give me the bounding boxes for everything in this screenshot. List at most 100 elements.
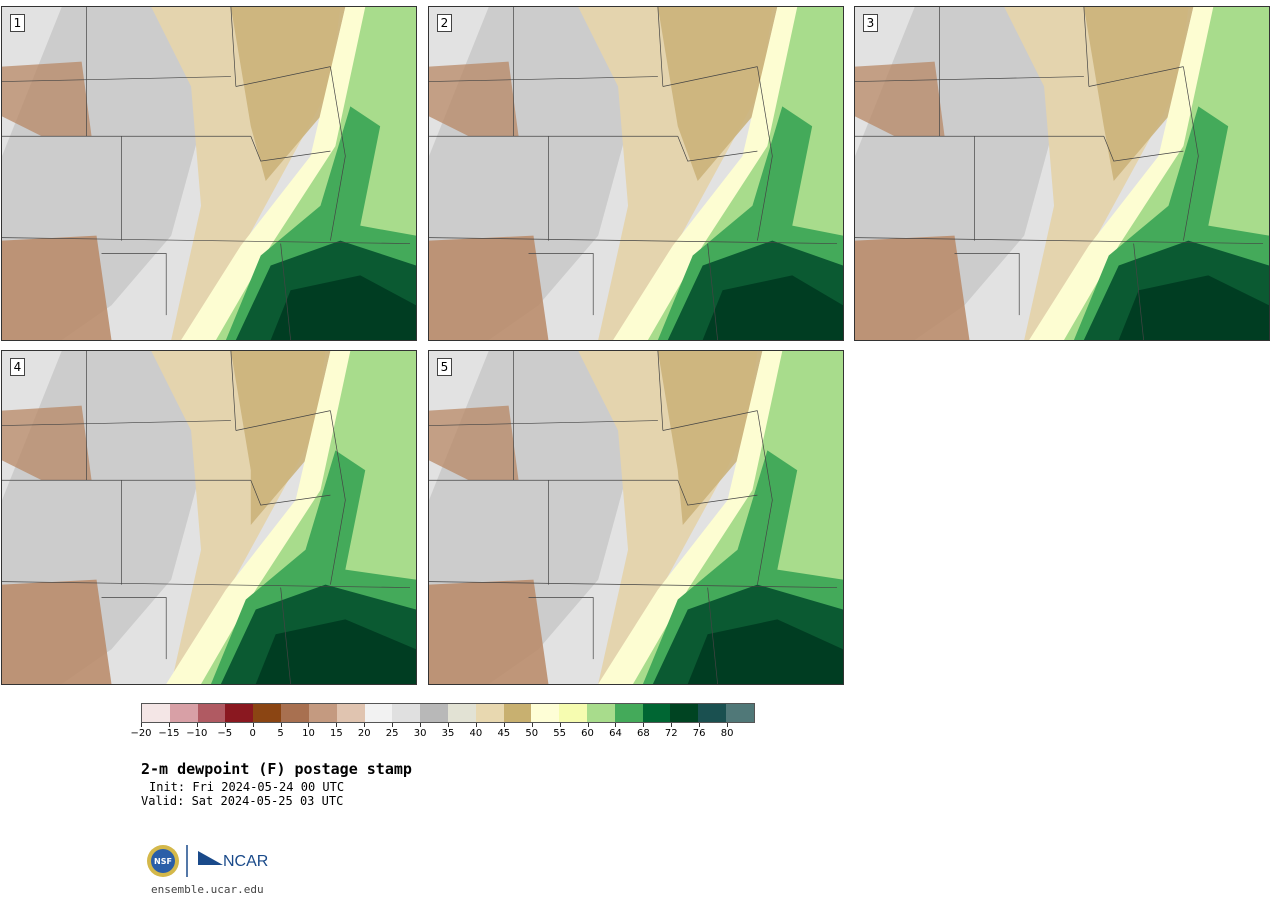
dark-tan-region bbox=[1083, 7, 1194, 181]
colorbar-tick-mark bbox=[727, 723, 729, 727]
dry-brown-region-south bbox=[2, 235, 112, 340]
state-border-line bbox=[707, 587, 718, 684]
state-border-line bbox=[280, 243, 291, 340]
member-panel-5: 5 bbox=[428, 350, 844, 685]
colorbar-tick-mark bbox=[559, 723, 561, 727]
state-border-line bbox=[2, 76, 231, 82]
colorbar-tick-label: 64 bbox=[609, 728, 622, 739]
state-border-line bbox=[662, 410, 758, 431]
dark-tan-region bbox=[657, 351, 763, 525]
colorbar-swatch bbox=[169, 704, 198, 722]
colorbar-swatch bbox=[420, 704, 448, 722]
colorbar-tick-mark bbox=[392, 723, 394, 727]
state-border-line bbox=[280, 587, 291, 684]
colorbar-tick-label: 72 bbox=[664, 728, 678, 739]
state-border-line bbox=[707, 243, 718, 340]
member-panel-4: 4 bbox=[1, 350, 417, 685]
dry-brown-region-south bbox=[429, 579, 549, 684]
dewpoint-map-5 bbox=[429, 351, 843, 684]
colorbar-tick-mark bbox=[364, 723, 366, 727]
dark-tan-region bbox=[657, 7, 778, 181]
darkest-green-region bbox=[255, 619, 416, 684]
colorbar-swatch bbox=[336, 704, 365, 722]
dewpoint-map-3 bbox=[855, 7, 1269, 340]
dark-tan-region bbox=[230, 351, 331, 525]
colorbar-tick-label: −5 bbox=[217, 728, 233, 739]
colorbar-tick-mark bbox=[308, 723, 310, 727]
svg-text:NCAR: NCAR bbox=[223, 853, 268, 870]
website-url: ensemble.ucar.edu bbox=[151, 883, 264, 896]
colorbar-tick-label: 80 bbox=[720, 728, 734, 739]
colorbar-swatch bbox=[197, 704, 226, 722]
state-border-line bbox=[429, 581, 838, 588]
colorbar-tick-mark bbox=[531, 723, 533, 727]
state-border-line bbox=[330, 410, 346, 585]
colorbar-tick-label: 68 bbox=[636, 728, 650, 739]
colorbar-swatch bbox=[142, 704, 170, 722]
colorbar-swatch bbox=[698, 704, 727, 722]
state-border-line bbox=[235, 410, 331, 431]
colorbar-swatch bbox=[531, 704, 560, 722]
state-border-line bbox=[250, 136, 331, 162]
member-panel-3: 3 bbox=[854, 6, 1270, 341]
valid-time: Valid: Sat 2024-05-25 03 UTC bbox=[141, 794, 344, 808]
panel-number-label: 3 bbox=[863, 14, 878, 32]
state-border-line bbox=[1133, 243, 1144, 340]
colorbar-swatch bbox=[614, 704, 643, 722]
colorbar-tick-label: 40 bbox=[469, 728, 483, 739]
colorbar-swatch bbox=[503, 704, 532, 722]
dry-brown-region-south bbox=[855, 235, 970, 340]
colorbar-swatch bbox=[726, 704, 754, 722]
state-border-line bbox=[429, 420, 658, 426]
colorbar-swatch bbox=[225, 704, 254, 722]
colorbar-tick-mark bbox=[615, 723, 617, 727]
dewpoint-map-1 bbox=[2, 7, 416, 340]
dry-brown-region-south bbox=[2, 579, 112, 684]
colorbar-tick-mark bbox=[141, 723, 142, 727]
state-border-line bbox=[662, 66, 758, 87]
colorbar-tick-label: 10 bbox=[302, 728, 315, 739]
darkest-green-region bbox=[1118, 275, 1269, 340]
colorbar-tick-label: 45 bbox=[497, 728, 511, 739]
colorbar-tick-mark bbox=[336, 723, 338, 727]
state-border-line bbox=[954, 253, 1020, 316]
colorbar-tick-label: 55 bbox=[553, 728, 566, 739]
state-border-line bbox=[657, 351, 664, 431]
colorbar-swatch bbox=[308, 704, 337, 722]
state-border-line bbox=[528, 253, 594, 316]
state-border-line bbox=[429, 237, 838, 244]
colorbar-tick-mark bbox=[420, 723, 422, 727]
state-border-line bbox=[1103, 136, 1184, 162]
colorbar-tick-label: 35 bbox=[441, 728, 455, 739]
panel-number-label: 5 bbox=[437, 358, 452, 376]
state-border-line bbox=[250, 480, 331, 506]
state-border-line bbox=[2, 237, 411, 244]
dry-brown-region-south bbox=[429, 235, 549, 340]
colorbar-tick-mark bbox=[224, 723, 226, 727]
colorbar-tick-mark bbox=[475, 723, 477, 727]
colorbar-tick-label: −10 bbox=[186, 728, 208, 739]
dewpoint-colorbar bbox=[141, 703, 755, 723]
state-border-line bbox=[101, 253, 167, 316]
init-time: Init: Fri 2024-05-24 00 UTC bbox=[149, 780, 345, 794]
state-border-line bbox=[757, 66, 773, 241]
colorbar-swatch bbox=[475, 704, 504, 722]
colorbar-tick-label: 60 bbox=[581, 728, 594, 739]
state-border-line bbox=[757, 410, 773, 585]
colorbar-swatch bbox=[670, 704, 699, 722]
state-border-line bbox=[235, 66, 331, 87]
colorbar-tick-mark bbox=[448, 723, 449, 727]
state-border-line bbox=[1183, 66, 1199, 241]
colorbar-tick-label: −20 bbox=[130, 728, 152, 739]
state-border-line bbox=[1088, 66, 1184, 87]
colorbar-swatch bbox=[281, 704, 309, 722]
colorbar-swatch bbox=[587, 704, 615, 722]
colorbar-swatch bbox=[364, 704, 393, 722]
state-border-line bbox=[528, 597, 594, 660]
dark-tan-region bbox=[230, 7, 346, 181]
colorbar-swatch bbox=[559, 704, 587, 722]
darkest-green-region bbox=[702, 275, 843, 340]
product-title: 2-m dewpoint (F) postage stamp bbox=[141, 760, 412, 778]
dewpoint-map-4 bbox=[2, 351, 416, 684]
colorbar-tick-mark bbox=[252, 723, 254, 727]
